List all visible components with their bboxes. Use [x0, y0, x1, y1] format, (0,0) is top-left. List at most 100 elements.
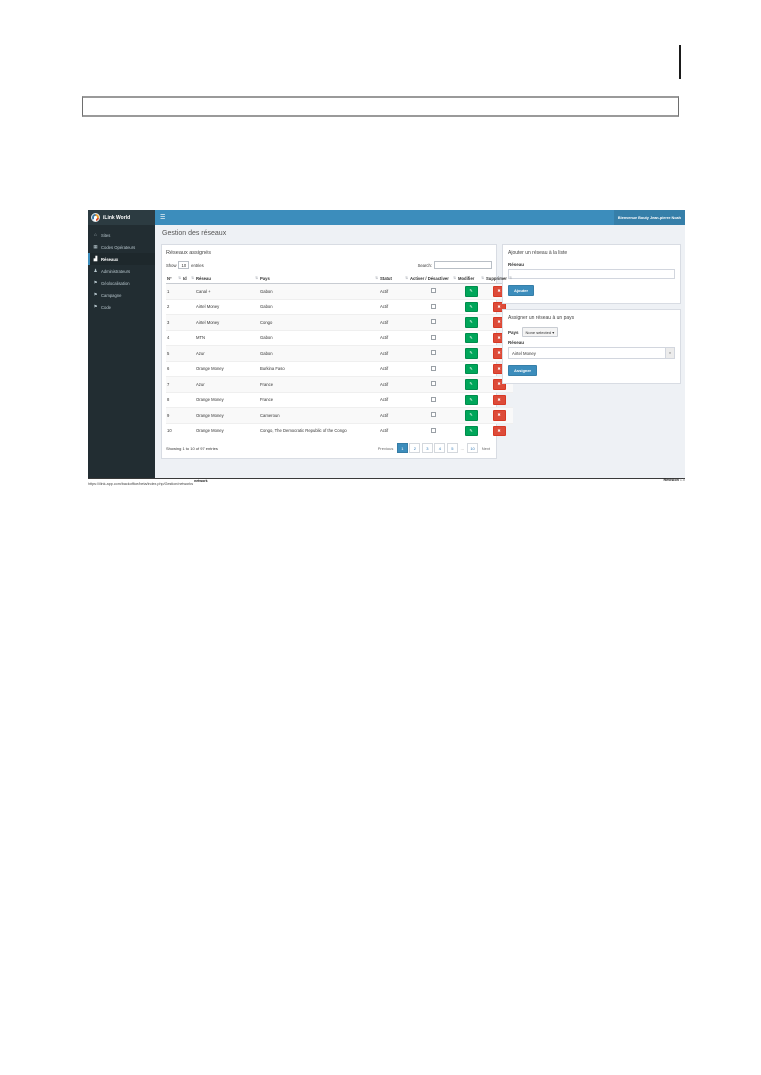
page-button[interactable]: 10 — [466, 443, 479, 453]
country-multiselect[interactable]: None selected ▾ — [521, 327, 559, 337]
network-name-input[interactable] — [508, 269, 675, 279]
sort-icon[interactable]: ⇅ — [191, 276, 194, 280]
delete-button[interactable]: ✖ — [492, 394, 506, 405]
page-button[interactable]: 3 — [421, 443, 433, 453]
column-header[interactable]: Pays ⇅ — [259, 273, 379, 284]
cell-id — [182, 407, 195, 423]
sort-icon[interactable]: ⇅ — [375, 276, 378, 280]
column-header[interactable]: Activer / Désactiver ⇅ — [409, 273, 457, 284]
activate-checkbox[interactable] — [430, 381, 436, 387]
activate-checkbox[interactable] — [430, 303, 436, 309]
country-field-label: Pays — [508, 329, 519, 335]
sort-icon[interactable]: ⇅ — [255, 276, 258, 280]
column-header[interactable]: Supprimer ⇅ — [485, 273, 513, 284]
cell-country: Congo — [259, 314, 379, 330]
edit-button[interactable]: ✎ — [464, 410, 478, 421]
cell-number: 2 — [166, 298, 182, 315]
delete-button[interactable]: ✖ — [492, 410, 506, 421]
delete-button[interactable]: ✖ — [492, 301, 506, 312]
page-button[interactable]: 2 — [409, 443, 421, 453]
edit-button[interactable]: ✎ — [464, 317, 478, 328]
search-control: Search: — [418, 261, 492, 269]
empty-outlined-box — [82, 96, 679, 117]
edit-button[interactable]: ✎ — [464, 348, 478, 359]
cell-status: Actif — [379, 314, 409, 330]
cell-number: 6 — [166, 360, 182, 377]
search-input[interactable] — [434, 261, 492, 269]
column-header[interactable]: Statut ⇅ — [379, 273, 409, 284]
sort-icon[interactable]: ⇅ — [453, 276, 456, 280]
table-row: 9 Orange Money Cameroun Actif ✎ ✖ — [166, 407, 513, 423]
column-header[interactable]: Modifier ⇅ — [457, 273, 485, 284]
table-row: 1 Canal + Gabon Actif ✎ ✖ — [166, 283, 513, 299]
table-row: 3 Airtel Money Congo Actif ✎ ✖ — [166, 314, 513, 330]
edit-button[interactable]: ✎ — [464, 425, 478, 436]
activate-checkbox[interactable] — [430, 288, 436, 294]
page-button[interactable]: … — [460, 445, 465, 451]
table-row: 4 MTN Gabon Actif ✎ ✖ — [166, 329, 513, 346]
sidebar-item[interactable]: ⌂ Sites — [88, 229, 155, 241]
sort-icon[interactable]: ⇅ — [481, 276, 484, 280]
edit-button[interactable]: ✎ — [464, 363, 478, 374]
sidebar-item[interactable]: ♟ Administrateurs — [88, 265, 155, 277]
activate-checkbox[interactable] — [430, 365, 436, 371]
table-row: 6 Orange Money Burkina Faso Actif ✎ ✖ — [166, 360, 513, 377]
sidebar-item[interactable]: ▦ Codes Opérateurs — [88, 241, 155, 253]
edit-button[interactable]: ✎ — [464, 332, 478, 343]
cell-country: Gabon — [259, 345, 379, 361]
activate-checkbox[interactable] — [430, 350, 436, 356]
table-controls: Show 10 entries Search: — [166, 261, 492, 269]
assign-network-panel: Assigner un réseau à un pays Pays None s… — [502, 309, 681, 384]
edit-button[interactable]: ✎ — [464, 301, 478, 312]
top-navbar: ☰ Bienvenue Bouty Jean-pierre Noah — [155, 210, 685, 225]
edit-button[interactable]: ✎ — [464, 379, 478, 390]
sidebar-item[interactable]: ▟ Réseaux — [88, 253, 155, 265]
cell-network: Azur — [195, 345, 259, 361]
page-button[interactable]: 1 — [396, 443, 408, 453]
sidebar-toggle-icon[interactable]: ☰ — [160, 214, 166, 221]
activate-checkbox[interactable] — [430, 412, 436, 418]
add-button[interactable]: Ajouter — [508, 285, 534, 296]
cell-status: Actif — [379, 391, 409, 408]
delete-button[interactable]: ✖ — [492, 379, 506, 390]
column-header[interactable]: Réseau ⇅ — [195, 273, 259, 284]
edit-button[interactable]: ✎ — [464, 286, 478, 297]
delete-button[interactable]: ✖ — [492, 425, 506, 436]
sidebar-item[interactable]: ⚑ Géolocalisation — [88, 277, 155, 289]
sidebar-item-icon: ♟ — [93, 267, 98, 273]
column-header[interactable]: Id ⇅ — [182, 273, 195, 284]
activate-checkbox[interactable] — [430, 319, 436, 325]
cell-network: Orange Money — [195, 360, 259, 377]
sidebar-item[interactable]: ⚑ Code — [88, 301, 155, 313]
cell-number: 4 — [166, 329, 182, 346]
column-header[interactable]: N° ⇅ — [166, 273, 182, 284]
page-button[interactable]: 5 — [446, 443, 458, 453]
page-button[interactable]: 4 — [434, 443, 446, 453]
page-size-select[interactable]: 10 — [178, 261, 190, 269]
assign-button[interactable]: Assigner — [508, 365, 538, 376]
previous-page-button[interactable]: Previous — [377, 445, 394, 451]
sidebar-item-label: Réseaux — [101, 256, 119, 262]
cell-number: 8 — [166, 391, 182, 408]
next-page-button[interactable]: Next — [481, 445, 490, 451]
sidebar-item-label: Campagne — [101, 292, 122, 298]
cell-status: Actif — [379, 422, 409, 438]
activate-checkbox[interactable] — [430, 334, 436, 340]
cell-network: Orange Money — [195, 422, 259, 438]
sort-icon[interactable]: ⇅ — [178, 276, 181, 280]
length-control: Show 10 entries — [166, 261, 204, 269]
sidebar-item[interactable]: ⚑ Campagne — [88, 289, 155, 301]
brand[interactable]: iLink World — [88, 210, 155, 225]
activate-checkbox[interactable] — [430, 427, 436, 433]
sort-icon[interactable]: ⇅ — [509, 276, 512, 280]
activate-checkbox[interactable] — [430, 396, 436, 402]
cell-id — [182, 329, 195, 346]
cell-network: MTN — [195, 329, 259, 346]
cell-country: Gabon — [259, 298, 379, 315]
cell-country: Gabon — [259, 283, 379, 299]
sort-icon[interactable]: ⇅ — [405, 276, 408, 280]
network-select[interactable]: Airtel Money ▾ — [508, 347, 675, 359]
user-welcome[interactable]: Bienvenue Bouty Jean-pierre Noah — [613, 210, 685, 225]
edit-button[interactable]: ✎ — [464, 394, 478, 405]
